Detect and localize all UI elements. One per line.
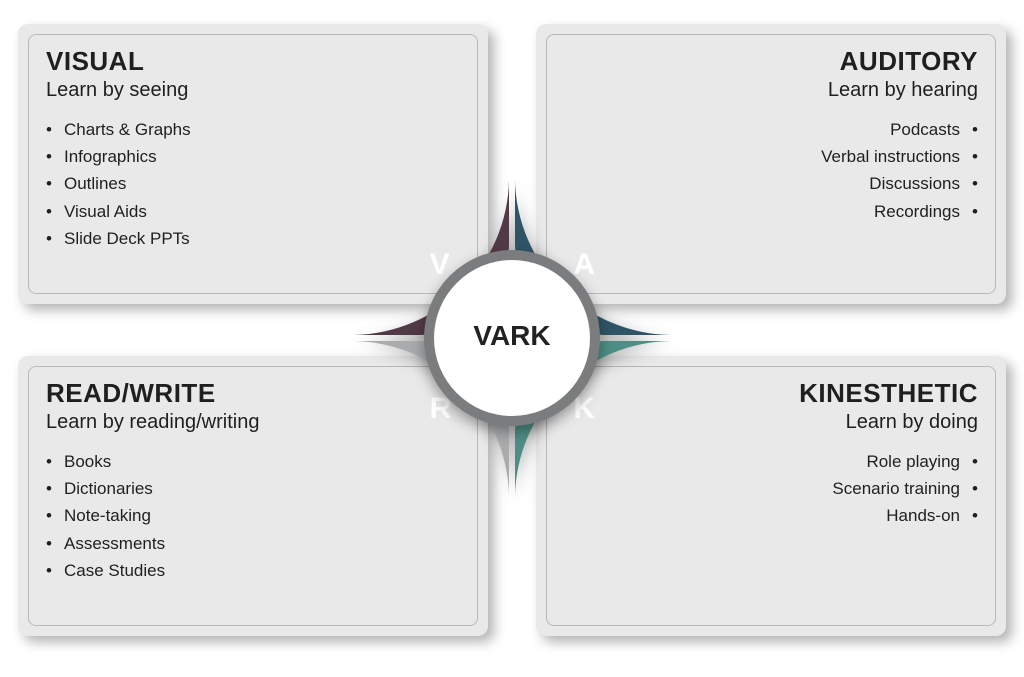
card-subtitle: Learn by seeing (46, 79, 460, 102)
card-title: VISUAL (46, 46, 460, 77)
list-item: Podcasts (564, 116, 978, 143)
list-item: Assessments (46, 530, 460, 557)
card-subtitle: Learn by hearing (564, 79, 978, 102)
list-item: Case Studies (46, 557, 460, 584)
wheel-letter-a: A (573, 248, 595, 282)
vark-infographic: VISUAL Learn by seeing Charts & Graphs I… (0, 0, 1024, 677)
wheel-letter-v: V (430, 248, 450, 282)
vark-wheel: V A R K VARK (334, 160, 690, 516)
list-item: Charts & Graphs (46, 116, 460, 143)
card-title: AUDITORY (564, 46, 978, 77)
wheel-hub-label: VARK (434, 320, 590, 352)
